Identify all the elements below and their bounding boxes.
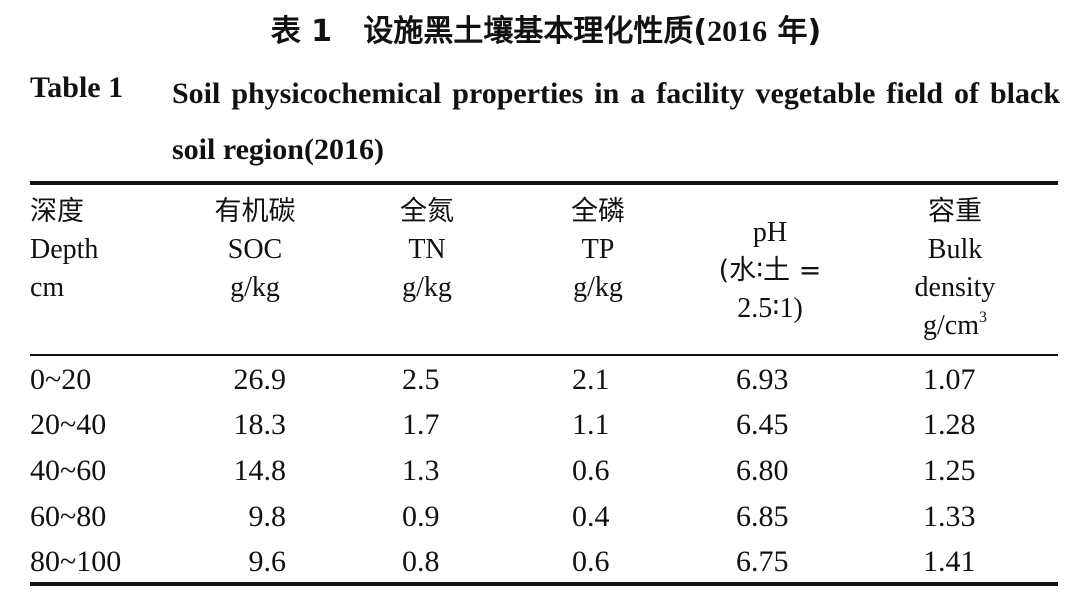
header-tp-zh: 全磷 xyxy=(571,196,625,227)
header-depth-en: Depth xyxy=(30,234,99,265)
cell-soc: 26.9 xyxy=(233,363,287,396)
cell-bulk-density: 1.41 xyxy=(923,545,976,578)
table-row: 0~20 26.9 2.5 2.1 6.93 1.07 xyxy=(0,357,1092,403)
header-tn-zh: 全氮 xyxy=(400,196,454,227)
header-bulk-density: 容重 Bulk density g/cm3 xyxy=(890,193,1020,345)
table-row: 80~100 9.6 0.8 0.6 6.75 1.41 xyxy=(0,539,1092,585)
cell-depth: 60~80 xyxy=(30,500,107,533)
cell-bulk-density: 1.33 xyxy=(923,500,976,533)
cell-tn: 1.3 xyxy=(402,454,440,487)
header-ph: pH (水∶土 = 2.5∶1) xyxy=(690,214,850,328)
header-soc-zh: 有机碳 xyxy=(214,196,296,227)
cell-depth: 20~40 xyxy=(30,408,107,441)
cell-ph: 6.85 xyxy=(736,500,789,533)
cell-tp: 2.1 xyxy=(572,363,610,396)
header-tp-en: TP xyxy=(581,234,615,265)
cell-tn: 1.7 xyxy=(402,408,440,441)
cell-soc: 14.8 xyxy=(233,454,287,487)
cell-bulk-density: 1.25 xyxy=(923,454,976,487)
table-row: 40~60 14.8 1.3 0.6 6.80 1.25 xyxy=(0,448,1092,494)
table-bottom-rule xyxy=(30,582,1058,586)
table-title-chinese: 表 1 设施黑土壤基本理化性质(2016 年) xyxy=(0,8,1092,56)
cell-soc: 9.8 xyxy=(248,500,287,533)
cell-tp: 1.1 xyxy=(572,408,610,441)
header-ph-en: pH xyxy=(752,217,788,248)
table-row: 20~40 18.3 1.7 1.1 6.45 1.28 xyxy=(0,402,1092,448)
header-bulk-density-en1: Bulk xyxy=(927,234,983,265)
header-tp-unit: g/kg xyxy=(573,272,623,303)
header-tn-unit: g/kg xyxy=(402,272,452,303)
header-bulk-density-zh: 容重 xyxy=(928,196,982,227)
table-title-english: Soil physicochemical properties in a fac… xyxy=(172,77,1060,166)
header-depth-unit: cm xyxy=(30,272,65,303)
header-depth: 深度 Depth cm xyxy=(30,193,98,307)
cell-soc: 18.3 xyxy=(233,408,287,441)
cell-tp: 0.4 xyxy=(572,500,610,533)
cell-bulk-density: 1.07 xyxy=(923,363,976,396)
header-bulk-density-en2: density xyxy=(914,272,996,303)
cell-depth: 80~100 xyxy=(30,545,122,578)
header-ph-ratio-value: 2.5∶1) xyxy=(737,293,803,324)
table-row: 60~80 9.8 0.9 0.4 6.85 1.33 xyxy=(0,494,1092,540)
cell-bulk-density: 1.28 xyxy=(923,408,976,441)
cell-ph: 6.75 xyxy=(736,545,789,578)
cell-depth: 0~20 xyxy=(30,363,92,396)
table-label-english: Table 1 xyxy=(30,71,124,104)
header-soc-en: SOC xyxy=(227,234,283,265)
header-tn: 全氮 TN g/kg xyxy=(372,193,482,307)
header-tn-en: TN xyxy=(408,234,446,265)
header-soc-unit: g/kg xyxy=(230,272,280,303)
cell-ph: 6.93 xyxy=(736,363,789,396)
table-title-chinese-text: 设施黑土壤基本理化性质( xyxy=(363,14,708,49)
header-soc: 有机碳 SOC g/kg xyxy=(195,193,315,307)
table-title-chinese-suffix: 年) xyxy=(767,14,822,49)
table-label-chinese: 表 1 xyxy=(270,14,333,49)
cell-tn: 2.5 xyxy=(402,363,440,396)
cell-tn: 0.9 xyxy=(402,500,440,533)
table-header-rule xyxy=(30,354,1058,356)
table-title-year: 2016 xyxy=(707,15,768,48)
cell-depth: 40~60 xyxy=(30,454,107,487)
header-tp: 全磷 TP g/kg xyxy=(543,193,653,307)
header-bulk-density-unit: g/cm3 xyxy=(890,307,1020,345)
cell-soc: 9.6 xyxy=(248,545,287,578)
cell-tn: 0.8 xyxy=(402,545,440,578)
cell-tp: 0.6 xyxy=(572,454,610,487)
header-ph-ratio: (水∶土 = xyxy=(718,255,822,286)
cell-ph: 6.45 xyxy=(736,408,789,441)
header-depth-zh: 深度 xyxy=(30,196,84,227)
table-top-rule xyxy=(30,181,1058,185)
cell-tp: 0.6 xyxy=(572,545,610,578)
cell-ph: 6.80 xyxy=(736,454,789,487)
header-bulk-density-unit-sup: 3 xyxy=(979,309,987,326)
header-bulk-density-unit-base: g/cm xyxy=(923,310,979,341)
